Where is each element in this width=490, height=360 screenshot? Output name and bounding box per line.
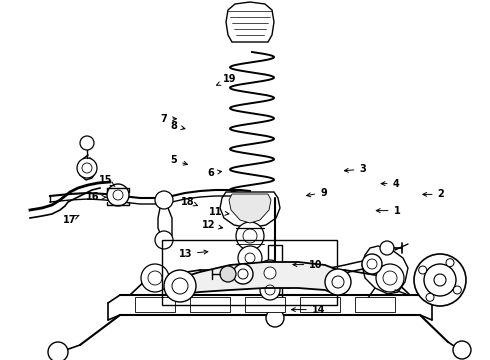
Circle shape: [243, 229, 257, 243]
Polygon shape: [220, 192, 280, 228]
Circle shape: [260, 280, 280, 300]
Circle shape: [266, 309, 284, 327]
Bar: [355, 297, 395, 312]
Bar: [268, 245, 282, 300]
Text: 18: 18: [181, 197, 197, 207]
Bar: [135, 297, 175, 312]
Text: 9: 9: [307, 188, 327, 198]
Circle shape: [238, 246, 262, 270]
Circle shape: [107, 184, 129, 206]
Polygon shape: [229, 194, 271, 223]
Text: 15: 15: [98, 175, 115, 186]
Bar: [162, 240, 337, 305]
Circle shape: [257, 260, 283, 286]
Circle shape: [172, 278, 188, 294]
Text: 12: 12: [201, 220, 222, 230]
Circle shape: [155, 191, 173, 209]
Circle shape: [220, 266, 236, 282]
Circle shape: [424, 264, 456, 296]
Text: 6: 6: [207, 168, 221, 178]
Circle shape: [414, 254, 466, 306]
Circle shape: [141, 264, 169, 292]
Circle shape: [380, 241, 394, 255]
Polygon shape: [226, 2, 274, 42]
Circle shape: [453, 341, 471, 359]
Circle shape: [283, 273, 293, 283]
Circle shape: [325, 269, 351, 295]
Bar: [300, 297, 340, 312]
Text: 17: 17: [63, 215, 79, 225]
Polygon shape: [180, 262, 338, 295]
Circle shape: [148, 271, 162, 285]
Text: 5: 5: [171, 155, 187, 165]
Text: 2: 2: [423, 189, 444, 199]
Circle shape: [446, 259, 454, 267]
Circle shape: [383, 271, 397, 285]
Circle shape: [155, 231, 173, 249]
Text: 16: 16: [86, 192, 106, 202]
Polygon shape: [362, 246, 408, 294]
Bar: [245, 297, 285, 312]
Circle shape: [80, 136, 94, 150]
Circle shape: [82, 163, 92, 173]
Circle shape: [245, 253, 255, 263]
Circle shape: [362, 254, 382, 274]
Circle shape: [426, 293, 434, 301]
Circle shape: [367, 259, 377, 269]
Circle shape: [265, 285, 275, 295]
Circle shape: [264, 267, 276, 279]
Circle shape: [77, 158, 97, 178]
Circle shape: [48, 342, 68, 360]
Circle shape: [233, 264, 253, 284]
Text: 1: 1: [376, 206, 400, 216]
Circle shape: [453, 286, 461, 294]
Circle shape: [418, 266, 427, 274]
Circle shape: [332, 276, 344, 288]
Text: 3: 3: [344, 164, 366, 174]
Bar: [190, 297, 230, 312]
Circle shape: [164, 270, 196, 302]
Text: 14: 14: [292, 305, 325, 315]
Text: 13: 13: [178, 249, 208, 259]
Text: 4: 4: [381, 179, 399, 189]
Circle shape: [113, 190, 123, 200]
Circle shape: [376, 264, 404, 292]
Text: 10: 10: [293, 260, 323, 270]
Circle shape: [236, 222, 264, 250]
Text: 7: 7: [161, 114, 176, 124]
Text: 19: 19: [217, 74, 236, 85]
Circle shape: [434, 274, 446, 286]
Text: 8: 8: [171, 121, 185, 131]
Circle shape: [278, 268, 298, 288]
Circle shape: [238, 269, 248, 279]
Text: 11: 11: [209, 207, 229, 217]
